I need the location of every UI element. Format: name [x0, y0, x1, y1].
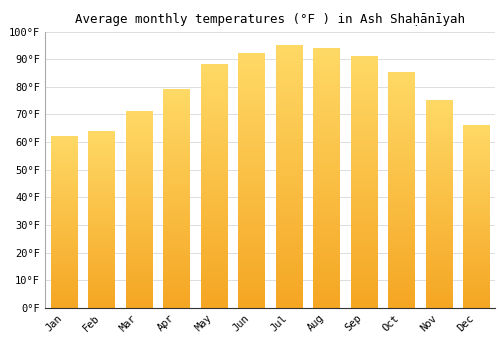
Title: Average monthly temperatures (°F ) in Ash Shaḥānīyah: Average monthly temperatures (°F ) in As…: [75, 13, 465, 26]
